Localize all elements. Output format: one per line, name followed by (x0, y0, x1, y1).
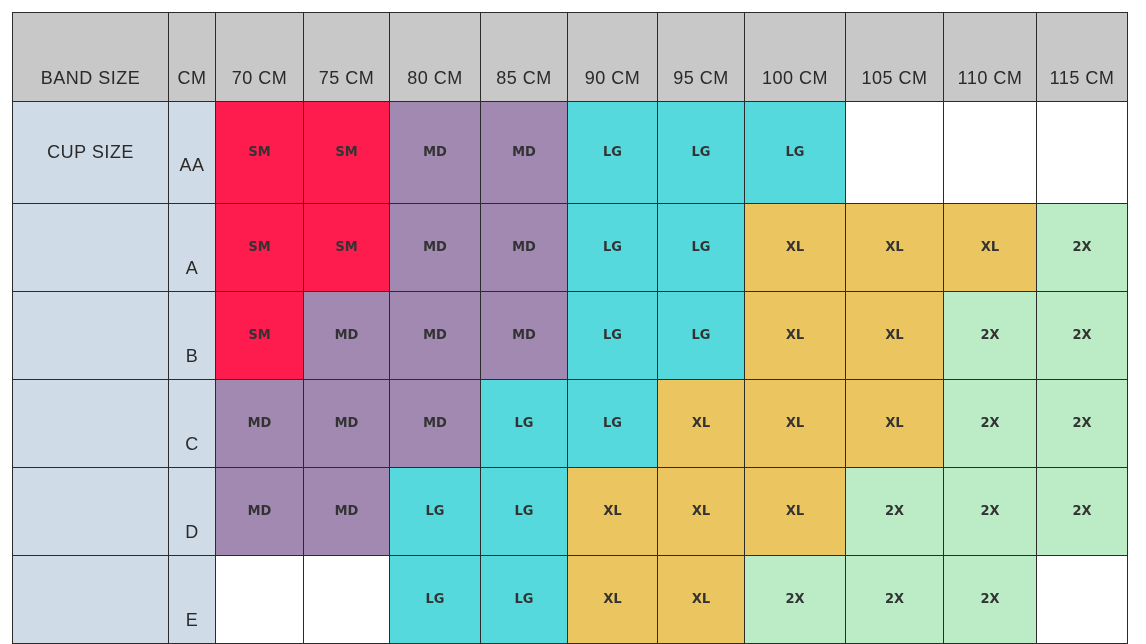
table-row: D MD MD LG LG XL XL XL 2X 2X 2X (12, 467, 1128, 556)
cup-size-label: CUP SIZE (12, 101, 169, 204)
size-cell: XL (657, 467, 745, 556)
cup-size-spacer (12, 203, 169, 292)
size-cell: XL (943, 203, 1037, 292)
size-cell: SM (303, 203, 390, 292)
size-cell: LG (567, 203, 658, 292)
size-cell: XL (657, 379, 745, 468)
unit-header: CM (168, 12, 216, 102)
size-cell: MD (303, 379, 390, 468)
size-cell: LG (567, 291, 658, 380)
size-cell: 2X (1036, 203, 1128, 292)
size-cell: SM (303, 101, 390, 204)
size-cell: 2X (845, 555, 944, 644)
band-header: 115 CM (1036, 12, 1128, 102)
empty-size-cell (303, 555, 390, 644)
size-cell: LG (480, 467, 568, 556)
size-cell: XL (567, 467, 658, 556)
size-cell: MD (480, 291, 568, 380)
size-cell: MD (389, 101, 481, 204)
size-cell: 2X (845, 467, 944, 556)
size-cell: 2X (943, 555, 1037, 644)
band-header: 105 CM (845, 12, 944, 102)
size-cell: XL (845, 291, 944, 380)
band-header: 80 CM (389, 12, 481, 102)
empty-size-cell (943, 101, 1037, 204)
size-cell: XL (744, 379, 846, 468)
size-cell: MD (480, 203, 568, 292)
table-row: A SM SM MD MD LG LG XL XL XL 2X (12, 203, 1128, 292)
size-cell: MD (389, 291, 481, 380)
size-cell: 2X (943, 291, 1037, 380)
size-cell: 2X (943, 379, 1037, 468)
size-cell: LG (567, 379, 658, 468)
size-cell: LG (480, 555, 568, 644)
table-row: CUP SIZE AA SM SM MD MD LG LG LG (12, 101, 1128, 204)
size-cell: MD (215, 467, 304, 556)
size-cell: LG (657, 291, 745, 380)
size-cell: LG (480, 379, 568, 468)
cup-size-spacer (12, 291, 169, 380)
cup-letter: B (168, 291, 216, 380)
size-cell: XL (567, 555, 658, 644)
table-row: E LG LG XL XL 2X 2X 2X (12, 555, 1128, 644)
size-cell: 2X (1036, 379, 1128, 468)
band-header: 85 CM (480, 12, 568, 102)
band-header: 70 CM (215, 12, 304, 102)
empty-size-cell (845, 101, 944, 204)
table-row: B SM MD MD MD LG LG XL XL 2X 2X (12, 291, 1128, 380)
size-cell: SM (215, 203, 304, 292)
size-cell: LG (389, 555, 481, 644)
size-cell: MD (303, 291, 390, 380)
cup-letter: C (168, 379, 216, 468)
size-cell: MD (303, 467, 390, 556)
size-cell: XL (744, 203, 846, 292)
size-cell: LG (389, 467, 481, 556)
size-cell: SM (215, 291, 304, 380)
size-cell: 2X (744, 555, 846, 644)
band-header: 110 CM (943, 12, 1037, 102)
band-header: 95 CM (657, 12, 745, 102)
size-cell: LG (567, 101, 658, 204)
size-cell: MD (215, 379, 304, 468)
empty-size-cell (1036, 555, 1128, 644)
cup-size-spacer (12, 555, 169, 644)
size-cell: SM (215, 101, 304, 204)
band-header: 100 CM (744, 12, 846, 102)
size-cell: LG (744, 101, 846, 204)
table-row: C MD MD MD LG LG XL XL XL 2X 2X (12, 379, 1128, 468)
size-cell: LG (657, 101, 745, 204)
size-cell: XL (657, 555, 745, 644)
size-cell: MD (389, 379, 481, 468)
cup-letter: AA (168, 101, 216, 204)
size-chart-table: BAND SIZE CM 70 CM 75 CM 80 CM 85 CM 90 … (12, 12, 1128, 644)
cup-letter: D (168, 467, 216, 556)
size-cell: 2X (1036, 291, 1128, 380)
size-cell: MD (389, 203, 481, 292)
size-cell: XL (845, 203, 944, 292)
cup-size-spacer (12, 379, 169, 468)
size-cell: XL (744, 467, 846, 556)
size-cell: XL (845, 379, 944, 468)
cup-letter: E (168, 555, 216, 644)
empty-size-cell (1036, 101, 1128, 204)
cup-size-spacer (12, 467, 169, 556)
size-cell: 2X (1036, 467, 1128, 556)
size-cell: 2X (943, 467, 1037, 556)
band-header: 75 CM (303, 12, 390, 102)
size-cell: LG (657, 203, 745, 292)
band-size-header: BAND SIZE (12, 12, 169, 102)
size-cell: XL (744, 291, 846, 380)
size-cell: MD (480, 101, 568, 204)
empty-size-cell (215, 555, 304, 644)
band-header: 90 CM (567, 12, 658, 102)
header-row: BAND SIZE CM 70 CM 75 CM 80 CM 85 CM 90 … (12, 12, 1128, 102)
cup-letter: A (168, 203, 216, 292)
